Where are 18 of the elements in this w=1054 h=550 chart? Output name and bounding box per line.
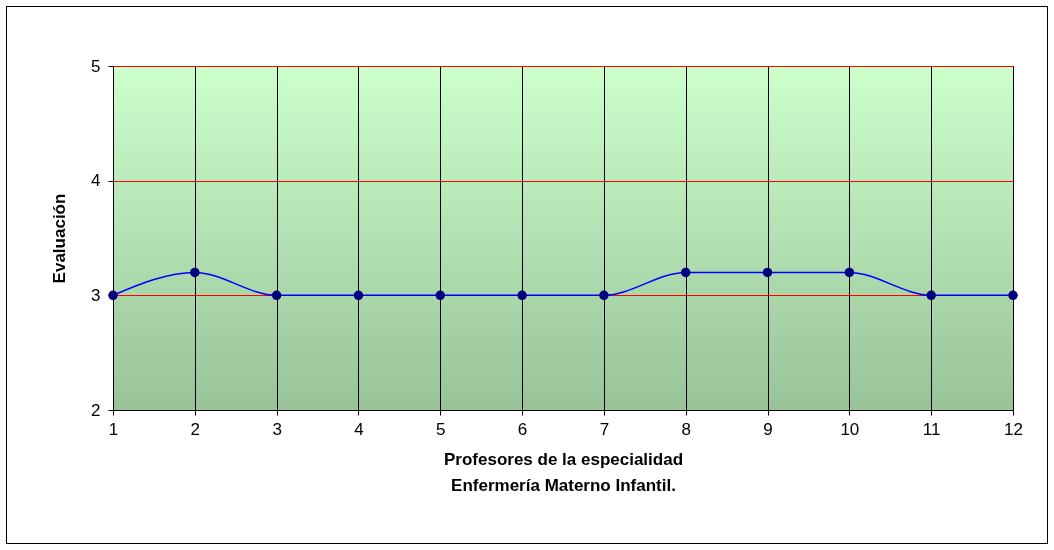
x-tick-label: 7 [599,419,610,439]
x-tick-label: 6 [517,419,528,439]
x-tick-label: 1 [108,419,119,439]
x-tick-label: 9 [763,419,773,439]
y-tick-label: 4 [91,171,101,191]
y-axis-title: Evaluación [50,193,70,284]
x-tick-label: 4 [354,419,364,439]
x-tick-label: 3 [272,419,282,439]
x-tick-label: 2 [190,419,201,439]
x-tick-label: 10 [840,419,860,439]
x-tick-label: 5 [436,419,446,439]
x-tick-label: 8 [681,419,691,439]
x-tick-label: 11 [922,419,941,439]
x-tick-label: 12 [1004,419,1023,439]
y-tick-label: 5 [91,56,101,76]
y-tick-label: 2 [91,400,101,420]
y-tick-label: 3 [91,285,101,305]
x-axis-title: Profesores de la especialidad Enfermería Materno Infantil. [443,449,684,495]
